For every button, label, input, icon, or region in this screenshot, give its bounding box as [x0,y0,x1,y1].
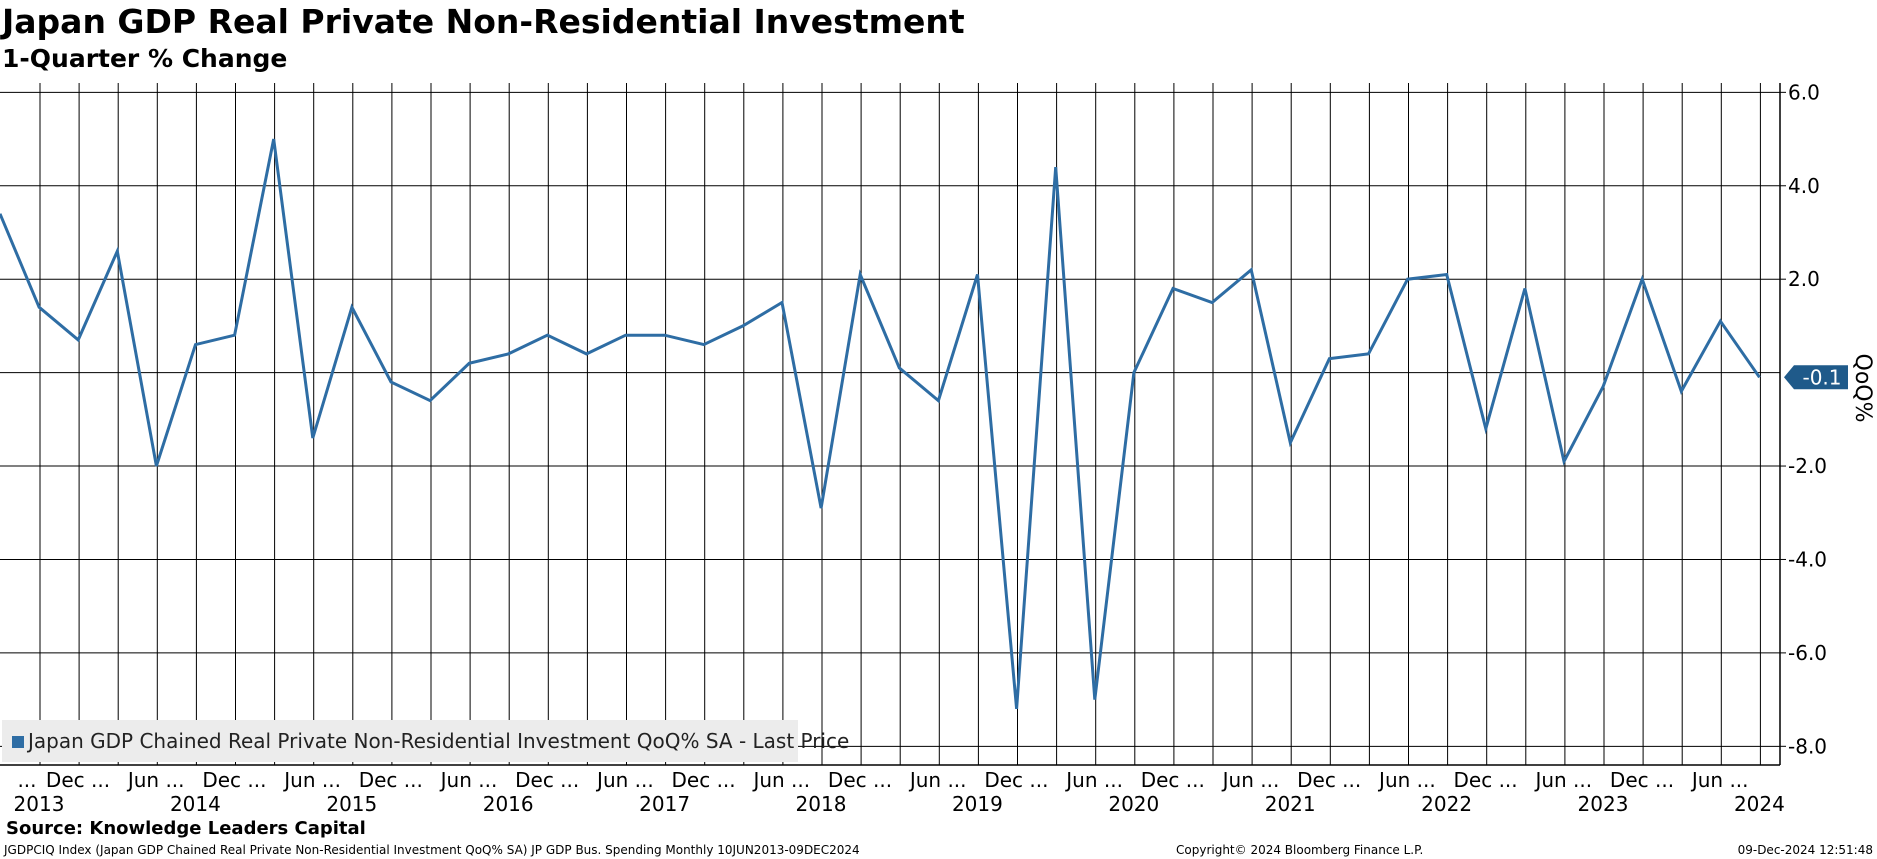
y-axis-label: QoQ% [1850,354,1875,423]
y-tick-label: 6.0 [1788,80,1820,104]
legend-label: Japan GDP Chained Real Private Non-Resid… [28,729,850,753]
y-tick-label: 2.0 [1788,267,1820,291]
x-month-label: Jun ... [1064,768,1123,792]
x-year-label: 2018 [796,792,847,816]
x-year-label: 2024 [1734,792,1785,816]
footer-timestamp: 09-Dec-2024 12:51:48 [1737,843,1873,857]
chart-title: Japan GDP Real Private Non-Residential I… [2,2,965,41]
last-value-label: -0.1 [1802,365,1841,389]
x-year-label: 2013 [14,792,65,816]
x-month-label: Dec ... [1141,768,1205,792]
x-year-label: 2021 [1265,792,1316,816]
x-month-label: Jun ... [282,768,341,792]
x-month-label: Dec ... [1454,768,1518,792]
x-year-label: 2014 [170,792,221,816]
x-month-label: Dec ... [46,768,110,792]
y-tick-label: -2.0 [1788,454,1827,478]
x-year-label: 2019 [952,792,1003,816]
x-month-label: Dec ... [672,768,736,792]
x-month-label: Dec ... [828,768,892,792]
x-month-label: Dec ... [202,768,266,792]
x-year-label: 2023 [1578,792,1629,816]
chart-subtitle: 1-Quarter % Change [2,44,288,73]
x-month-label: Jun ... [439,768,498,792]
source-note: Source: Knowledge Leaders Capital [6,818,366,839]
x-month-label: Dec ... [1610,768,1674,792]
x-month-label: Dec ... [984,768,1048,792]
x-month-label: Jun ... [1690,768,1749,792]
last-value-badge [1784,365,1848,390]
x-year-label: 2015 [326,792,377,816]
legend [2,720,798,762]
x-month-label: ... [17,768,36,792]
x-month-label: Jun ... [126,768,185,792]
x-month-label: Jun ... [908,768,967,792]
y-tick-label: -4.0 [1788,547,1827,571]
legend-swatch [12,736,24,748]
x-year-label: 2017 [639,792,690,816]
x-year-label: 2020 [1108,792,1159,816]
x-month-label: Jun ... [751,768,810,792]
y-tick-label: 4.0 [1788,174,1820,198]
series-line [0,138,1761,710]
y-tick-label: -8.0 [1788,734,1827,758]
footer-series-info: JGDPCIQ Index (Japan GDP Chained Real Pr… [4,843,860,857]
x-month-label: Jun ... [1377,768,1436,792]
x-year-label: 2016 [483,792,534,816]
x-month-label: Jun ... [1221,768,1280,792]
x-month-label: Dec ... [359,768,423,792]
x-month-label: Jun ... [1533,768,1592,792]
x-year-label: 2022 [1421,792,1472,816]
x-month-label: Dec ... [1297,768,1361,792]
x-month-label: Dec ... [515,768,579,792]
x-month-label: Jun ... [595,768,654,792]
y-tick-label: -6.0 [1788,641,1827,665]
footer-copyright: Copyright© 2024 Bloomberg Finance L.P. [1176,843,1424,857]
